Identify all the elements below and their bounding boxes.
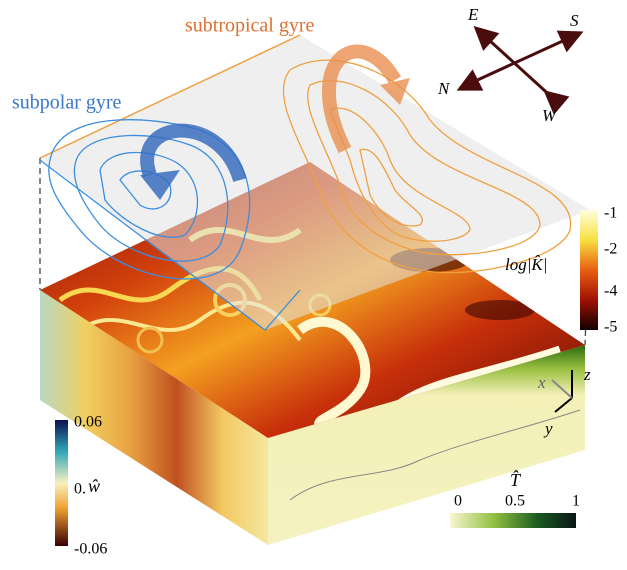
w-tick-label: 0.06 [74, 414, 102, 431]
w-tick-label: 0. [74, 481, 86, 498]
t-colorbar [450, 513, 576, 528]
compass-label: S [570, 11, 579, 30]
compass-label: N [437, 79, 451, 98]
t-tick-label: 0 [454, 493, 462, 510]
subtropical-label: subtropical gyre [185, 15, 315, 37]
compass-arrow [462, 84, 470, 88]
k-tick-label: -2 [604, 241, 617, 258]
subpolar-label: subpolar gyre [12, 92, 122, 114]
axis-label: z [583, 365, 591, 384]
compass-arrow [460, 34, 578, 88]
k-tick-label: -1 [604, 205, 617, 222]
w-colorbar [55, 420, 68, 546]
w-tick-label: -0.06 [74, 541, 107, 558]
axis-label: x [537, 373, 546, 392]
compass-arrow [478, 30, 555, 100]
axis-label: y [543, 419, 553, 438]
k-colorbar [580, 210, 598, 330]
t-tick-label: 0.5 [505, 493, 525, 510]
compass-label: E [467, 5, 479, 24]
t-tick-label: 1 [572, 493, 580, 510]
k-tick-label: -4 [604, 283, 617, 300]
k-colorbar-label: log|K̂| [505, 255, 547, 274]
w-colorbar-label: ŵ [88, 476, 100, 496]
compass-label: W [542, 106, 558, 125]
figure: subtropical gyre subpolar gyre E S N W l… [0, 0, 627, 570]
t-colorbar-label: T̂ [510, 470, 522, 490]
k-tick-label: -5 [604, 319, 617, 336]
